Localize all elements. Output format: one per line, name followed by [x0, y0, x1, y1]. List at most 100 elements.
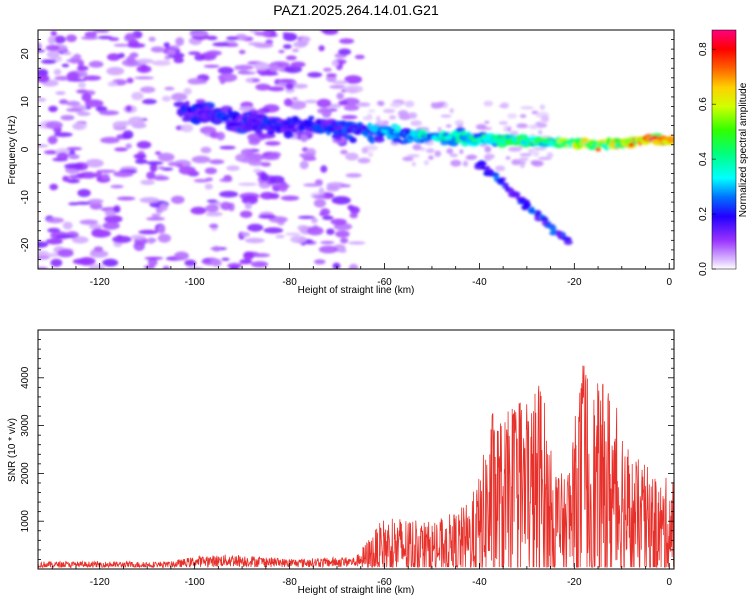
x-tick-label: -80	[282, 577, 297, 588]
noise-blob	[290, 235, 307, 244]
noise-blob	[150, 46, 166, 53]
snr-x-ticks: -120 -100 -80 -60 -40 -20 0	[51, 563, 672, 588]
noise-blob	[239, 210, 253, 218]
noise-blob	[323, 67, 332, 72]
noise-blob	[112, 121, 127, 130]
noise-blob	[335, 230, 350, 238]
noise-blob	[84, 99, 104, 108]
noise-blob	[253, 168, 262, 173]
noise-blob	[64, 163, 84, 170]
noise-blob	[79, 219, 99, 225]
noise-blob	[426, 148, 435, 154]
noise-blob	[157, 166, 165, 170]
noise-blob	[475, 124, 487, 130]
noise-blob	[247, 223, 264, 232]
noise-blob	[126, 55, 135, 65]
noise-blob	[316, 98, 332, 108]
x-tick-label: -60	[377, 577, 392, 588]
noise-blob	[354, 54, 365, 60]
noise-blob	[157, 233, 171, 243]
noise-blob	[434, 150, 442, 157]
secondary-signal-blob	[561, 232, 566, 237]
snr-panel: -120 -100 -80 -60 -40 -20 0 1000 2000 3000 4000 H…	[7, 329, 675, 596]
noise-blob	[149, 163, 158, 172]
noise-blob	[153, 175, 170, 181]
noise-blob	[56, 152, 69, 160]
noise-blob	[61, 63, 70, 68]
peak-blob	[595, 147, 602, 152]
noise-blob	[238, 71, 256, 75]
noise-blob	[118, 52, 125, 59]
spectrogram-y-ticks: -20 -10 0 10 20	[20, 29, 674, 270]
noise-blob	[506, 128, 512, 132]
noise-blob	[318, 245, 338, 254]
noise-blob	[151, 60, 171, 66]
y-tick-label: 1000	[20, 510, 31, 533]
figure-title: PAZ1.2025.264.14.01.G21	[273, 2, 439, 18]
noise-blob	[55, 235, 76, 239]
noise-blob	[349, 212, 358, 219]
noise-blob	[135, 158, 148, 164]
noise-blob	[81, 93, 92, 102]
noise-blob	[174, 251, 189, 261]
x-tick-label: -100	[185, 277, 205, 288]
noise-blob	[423, 160, 429, 166]
noise-blob	[146, 161, 164, 165]
noise-blob	[313, 195, 327, 199]
noise-blob	[104, 209, 116, 217]
noise-blob	[428, 155, 434, 160]
noise-blob	[283, 44, 292, 49]
noise-blob	[66, 100, 81, 107]
noise-blob	[122, 130, 134, 140]
noise-blob	[167, 161, 178, 167]
noise-blob	[541, 115, 549, 123]
noise-blob	[139, 197, 160, 204]
noise-blob	[38, 98, 47, 102]
noise-blob	[206, 35, 218, 41]
noise-blob	[546, 152, 554, 159]
noise-blob	[147, 257, 158, 267]
noise-blob	[66, 59, 84, 63]
noise-blob	[520, 106, 534, 110]
noise-blob	[519, 157, 529, 161]
noise-blob	[299, 153, 316, 157]
noise-blob	[157, 225, 166, 234]
secondary-signal-blob	[541, 216, 549, 223]
noise-blob	[241, 232, 250, 237]
noise-blob	[57, 249, 74, 258]
colorbar-tick-label: 0.0	[698, 262, 709, 276]
noise-blob	[313, 198, 326, 208]
x-tick-label: -60	[377, 277, 392, 288]
noise-blob	[88, 60, 104, 68]
noise-blob	[494, 165, 506, 172]
noise-blob	[285, 82, 294, 90]
noise-blob	[65, 34, 77, 43]
noise-blob	[314, 259, 326, 265]
noise-blob	[112, 235, 132, 244]
noise-blob	[221, 257, 230, 261]
noise-blob	[219, 190, 239, 198]
noise-blob	[66, 71, 80, 81]
noise-blob	[72, 122, 87, 131]
noise-blob	[348, 241, 366, 245]
noise-blob	[164, 86, 175, 91]
noise-blob	[244, 237, 265, 244]
noise-blob	[318, 45, 325, 52]
noise-blob	[195, 99, 206, 104]
signal-blob	[440, 140, 449, 146]
noise-blob	[289, 100, 307, 110]
noise-blob	[38, 255, 50, 260]
noise-blob	[303, 183, 323, 187]
noise-blob	[338, 249, 347, 253]
noise-blob	[38, 266, 49, 269]
noise-blob	[397, 110, 409, 117]
noise-blob	[383, 108, 396, 114]
x-tick-label: -100	[185, 577, 205, 588]
noise-blob	[184, 259, 197, 267]
colorbar-frame	[711, 29, 737, 270]
noise-blob	[84, 31, 98, 38]
signal-blob	[308, 115, 315, 121]
x-tick-label: -120	[90, 277, 110, 288]
noise-blob	[484, 120, 490, 124]
